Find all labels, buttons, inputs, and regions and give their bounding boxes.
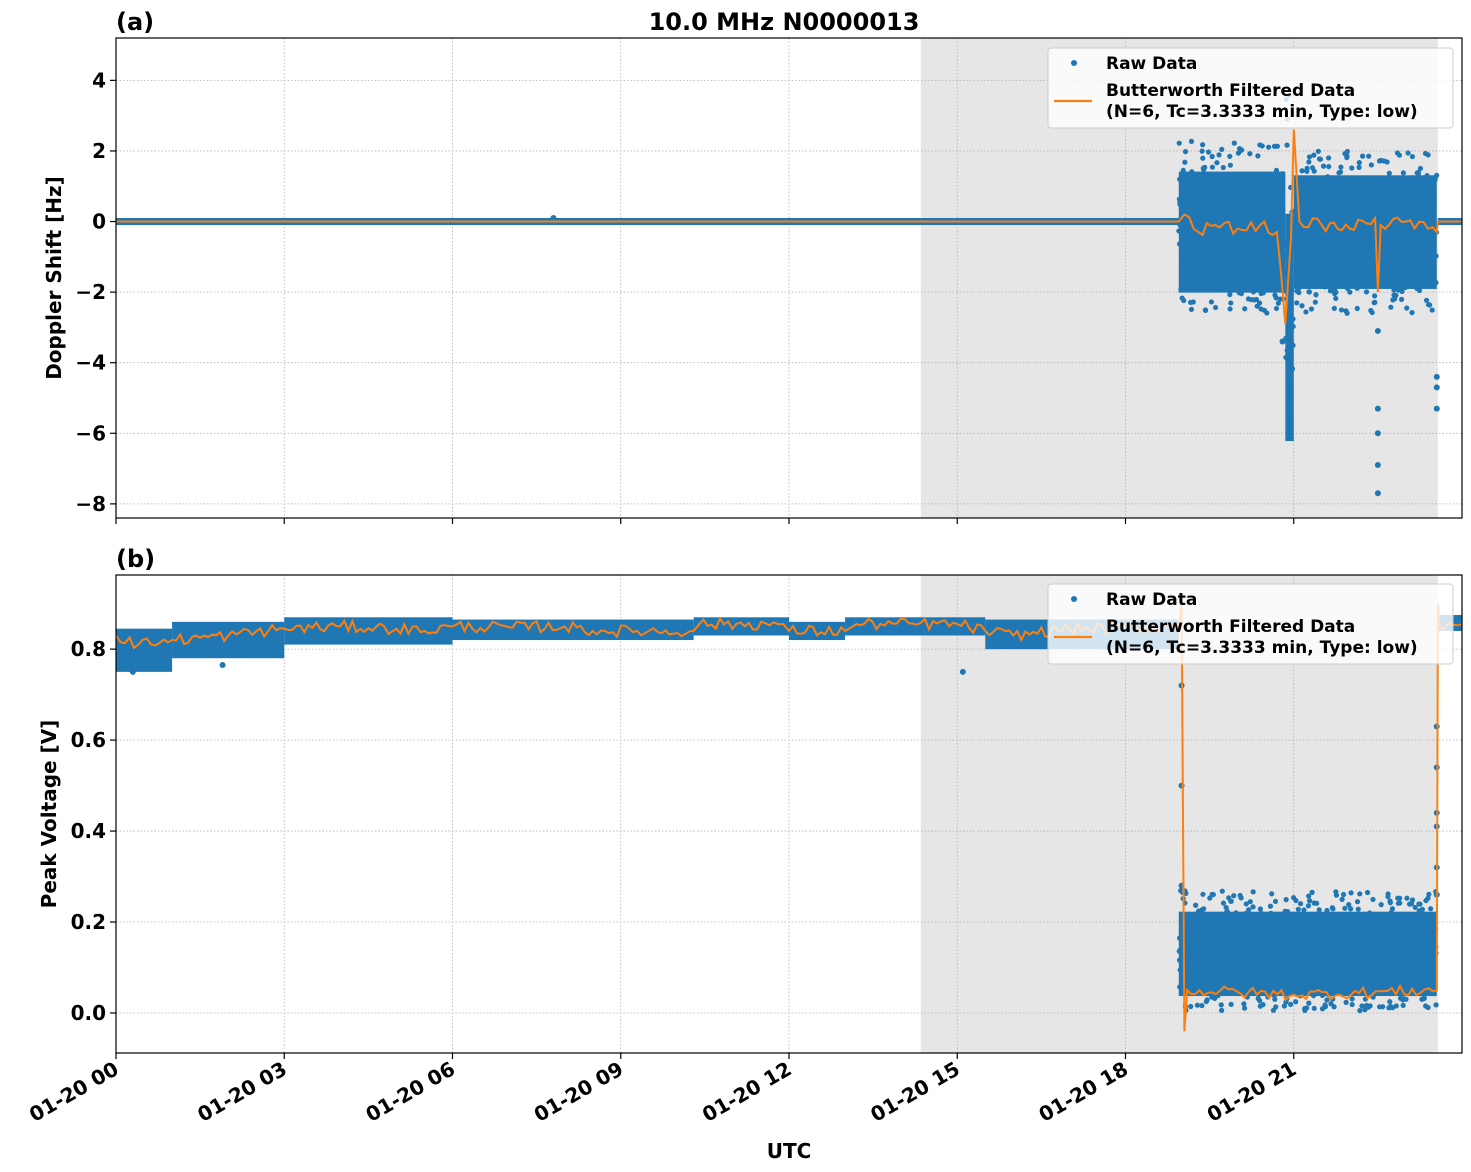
panel-b-legend: Raw Data Butterworth Filtered Data (N=6,… [1047,583,1454,665]
y-tick-label: 0.2 [71,910,106,934]
x-tick-label: 01-20 15 [866,1057,964,1127]
x-tick-label: 01-20 03 [193,1057,291,1127]
panel-a-y-axis: 4 2 0 −2 −4 −6 −8 [75,68,116,516]
legend-raw-label: Raw Data [1106,590,1197,610]
y-tick-label: 0.8 [71,637,106,661]
x-tick-label: 01-20 21 [1203,1057,1301,1127]
y-tick-label: −8 [75,492,106,516]
y-tick-label: −6 [75,421,106,445]
y-tick-label: 0.0 [71,1001,106,1025]
y-tick-label: 2 [92,139,106,163]
x-tick-label: 01-20 09 [530,1057,628,1127]
y-tick-label: 0.6 [71,728,106,752]
chart-title: 10.0 MHz N0000013 [649,8,920,36]
panel-a-legend: Raw Data Butterworth Filtered Data (N=6,… [1047,47,1454,129]
x-tick-label: 01-20 12 [698,1057,796,1127]
panel-b-x-axis: 01-20 00 01-20 03 01-20 06 01-20 09 01-20 12… [25,1053,1300,1127]
panel-b: (b) 0.80.60.40.20.0 01-20 00 01-20 03 01-2… [25,545,1463,1127]
panel-a-label: (a) [116,8,154,36]
y-tick-label: −2 [75,280,106,304]
panel-b-grid [115,575,1462,1053]
panel-a-data [116,92,1462,497]
x-tick-label: 01-20 18 [1034,1057,1132,1127]
legend-raw-label: Raw Data [1106,54,1197,74]
panel-b-y-axis: 0.8 0.6 0.4 0.2 0.0 [71,637,116,1025]
panel-a-y-label: Doppler Shift [Hz] [42,176,66,380]
legend-filtered-label-2: (N=6, Tc=3.3333 min, Type: low) [1106,638,1418,658]
panel-a: (a) 4 2 0 −2 −4 −6 −8 Doppler Shift [Hz] Raw D… [42,8,1463,524]
legend-filtered-label-1: Butterworth Filtered Data [1106,81,1355,101]
legend-filtered-label-2: (N=6, Tc=3.3333 min, Type: low) [1106,102,1418,122]
panel-b-data [116,603,1462,1032]
x-axis-label: UTC [767,1139,812,1163]
panel-b-label: (b) [116,545,155,573]
x-tick-label: 01-20 06 [361,1057,459,1127]
y-tick-label: −4 [75,351,106,375]
y-tick-label: 4 [92,68,106,92]
y-tick-label: 0 [92,210,106,234]
raw-data-marker-icon [1071,596,1077,602]
y-tick-label: 0.4 [71,819,106,843]
legend-filtered-label-1: Butterworth Filtered Data [1106,617,1355,637]
panel-b-y-label: Peak Voltage [V] [37,720,61,909]
raw-data-marker-icon [1071,60,1077,66]
panel-a-x-ticks [115,518,1295,524]
x-tick-label: 01-20 00 [25,1057,123,1127]
